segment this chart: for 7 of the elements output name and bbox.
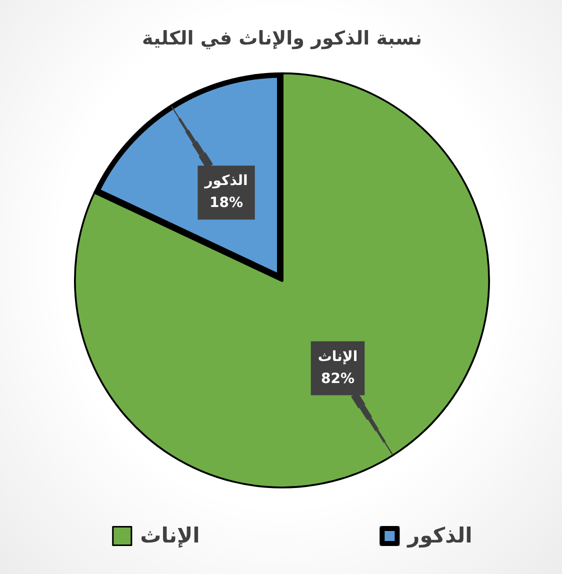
slice-label: الذكور [204,173,248,190]
legend-label: الإناث [140,523,200,548]
legend-label: الذكور [406,523,472,548]
chart-title: نسبة الذكور والإناث في الكلية [142,27,422,50]
slice-label: الإناث [318,348,358,365]
data-label: 18% [210,195,244,212]
data-label: 82% [320,370,354,387]
